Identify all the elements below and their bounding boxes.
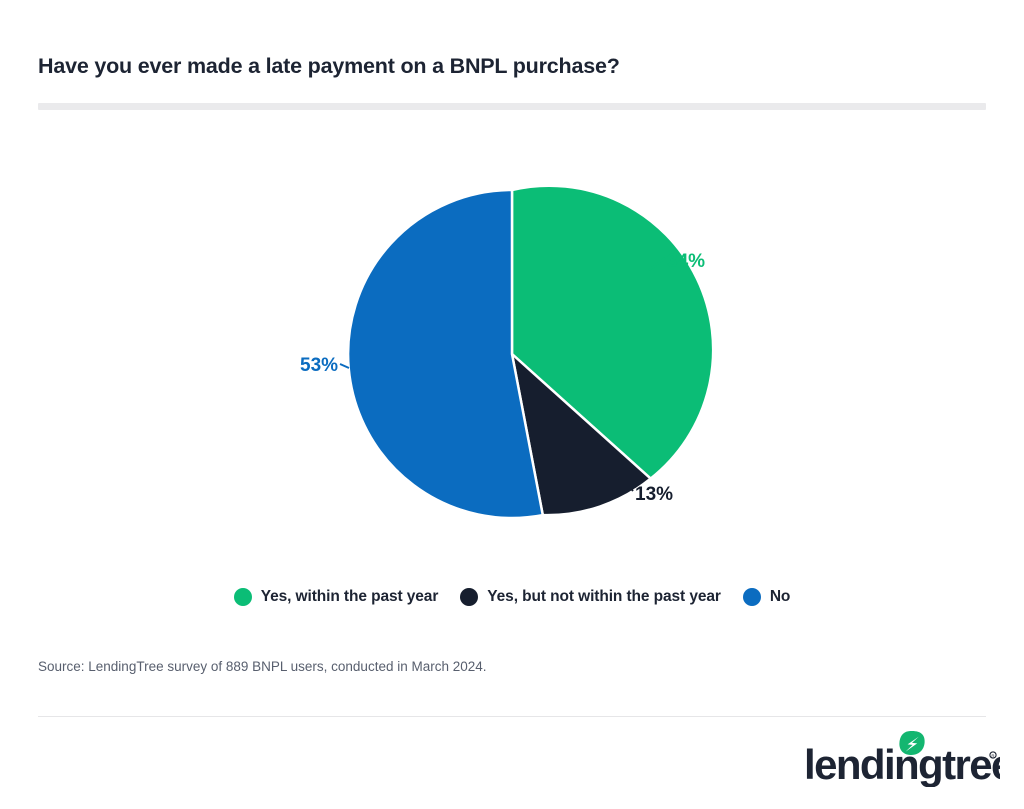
pie-label-group-34: 34%	[648, 251, 705, 272]
legend-swatch-icon	[233, 588, 252, 606]
pie-slice-yes-not-within-past-year[interactable]	[510, 350, 653, 517]
pie-slice-no[interactable]	[346, 188, 545, 520]
pie-label-34: 34%	[667, 251, 705, 272]
legend-label: Yes, within the past year	[260, 588, 439, 605]
legend-item-yes-not-within-past-year[interactable]: Yes, but not within the past year	[460, 588, 721, 606]
leader-line-34	[648, 257, 666, 271]
pie-label-53: 53%	[300, 355, 338, 376]
registered-mark-letter: R	[991, 753, 994, 758]
chart-legend: Yes, within the past year Yes, but not w…	[0, 588, 1024, 606]
legend-item-yes-within-past-year[interactable]: Yes, within the past year	[233, 588, 439, 606]
footer-divider	[38, 716, 986, 717]
source-note: Source: LendingTree survey of 889 BNPL u…	[38, 659, 487, 674]
lendingtree-logo-svg: lendingtree R	[804, 730, 1000, 787]
pie-chart-svg: 34% 13% 53%	[300, 184, 715, 520]
legend-swatch-icon	[460, 588, 479, 606]
title-divider	[38, 103, 986, 110]
leaf-icon	[899, 730, 925, 756]
legend-item-no[interactable]: No	[742, 588, 791, 606]
pie-label-group-53: 53%	[300, 355, 350, 376]
leader-line-53	[339, 363, 350, 369]
pie-chart: 34% 13% 53%	[0, 140, 1024, 560]
registered-mark-icon	[989, 751, 997, 759]
page-title: Have you ever made a late payment on a B…	[38, 54, 620, 78]
legend-label: No	[769, 588, 791, 605]
legend-label: Yes, but not within the past year	[487, 588, 721, 605]
leader-line-13	[607, 476, 634, 492]
lendingtree-logo[interactable]: lendingtree R	[800, 730, 1000, 787]
logo-wordmark: lendingtree	[804, 741, 1000, 787]
pie-label-13: 13%	[635, 484, 673, 505]
legend-swatch-icon	[742, 588, 761, 606]
pie-label-group-13: 13%	[607, 476, 673, 505]
